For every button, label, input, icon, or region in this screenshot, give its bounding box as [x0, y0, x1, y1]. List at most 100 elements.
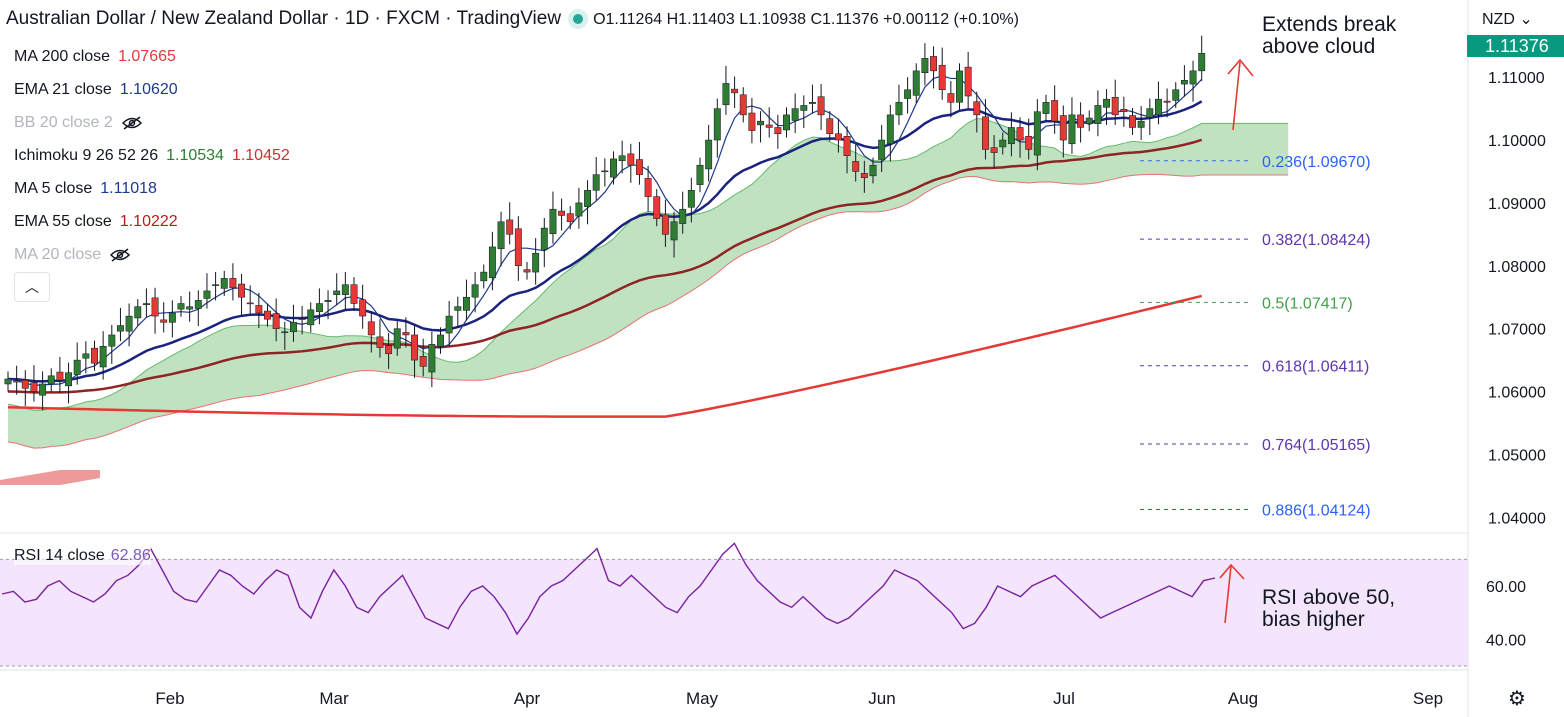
- candle: [4, 371, 12, 392]
- candle: [627, 143, 635, 183]
- last-price-tag: 1.11376: [1467, 35, 1564, 57]
- candle: [705, 124, 713, 182]
- candle-body: [428, 344, 436, 373]
- candle: [1129, 107, 1136, 136]
- candle-body: [731, 88, 739, 94]
- hidden-eye-icon[interactable]: [109, 248, 131, 262]
- candle: [264, 303, 271, 327]
- candle: [333, 273, 341, 305]
- candle: [964, 52, 972, 109]
- candle: [445, 300, 453, 346]
- y-tick-label: 1.07000: [1488, 322, 1546, 339]
- candle: [30, 365, 38, 402]
- candle-body: [1198, 53, 1206, 72]
- candle-body: [653, 196, 661, 219]
- candle: [601, 158, 609, 187]
- candle-body: [834, 133, 842, 141]
- candle-body: [912, 70, 920, 96]
- currency-selector[interactable]: NZD ⌄: [1482, 11, 1533, 28]
- candle-body: [774, 127, 782, 134]
- y-tick-label: 1.04000: [1488, 510, 1546, 527]
- candle-body: [177, 303, 185, 310]
- candle-body: [160, 319, 168, 323]
- legend-ema21[interactable]: EMA 21 close 1.10620: [14, 81, 178, 98]
- candle: [359, 284, 367, 329]
- candle-body: [203, 290, 211, 299]
- legend-ma200[interactable]: MA 200 close 1.07665: [14, 48, 176, 65]
- collapse-legend-button[interactable]: ︿: [14, 272, 50, 302]
- candle-body: [765, 124, 773, 128]
- candle-body: [886, 114, 894, 145]
- candle-body: [454, 306, 462, 311]
- candle: [1137, 106, 1145, 141]
- candle: [229, 263, 237, 301]
- candle-body: [324, 300, 332, 302]
- annotation-arrows: [1219, 58, 1254, 624]
- candle-body: [246, 302, 254, 305]
- candle: [437, 327, 444, 354]
- candle-body: [393, 328, 401, 349]
- candle-body: [13, 380, 21, 383]
- candle-body: [956, 70, 963, 103]
- candle: [982, 99, 989, 160]
- candle: [281, 321, 289, 351]
- candle: [930, 46, 937, 89]
- x-tick-label: Jul: [1053, 689, 1075, 708]
- gear-icon[interactable]: ⚙: [1508, 688, 1526, 710]
- candle: [82, 341, 90, 374]
- candle-body: [1077, 114, 1085, 128]
- candle: [584, 180, 591, 225]
- legend-ema55[interactable]: EMA 55 close 1.10222: [14, 213, 178, 230]
- candle: [1077, 102, 1085, 143]
- candle-body: [661, 214, 669, 235]
- hidden-eye-icon[interactable]: [121, 116, 143, 130]
- x-tick-label: Sep: [1413, 689, 1443, 708]
- candle-body: [21, 379, 29, 389]
- y-tick-label: 1.05000: [1488, 447, 1546, 464]
- candle-body: [938, 64, 946, 90]
- candle-body: [341, 284, 349, 295]
- candle-body: [1146, 108, 1154, 118]
- y-tick-label: 1.11000: [1488, 70, 1545, 87]
- legend-ichimoku[interactable]: Ichimoku 9 26 52 26 1.10534 1.10452: [14, 147, 290, 164]
- candle: [791, 93, 799, 134]
- candle: [506, 202, 514, 245]
- candle-body: [65, 372, 72, 387]
- legend-ma20[interactable]: MA 20 close: [14, 244, 290, 277]
- up-arrow-bottom: [1224, 565, 1232, 624]
- ichimoku-cloud: [0, 118, 1289, 485]
- candle: [1103, 89, 1110, 125]
- candle-body: [4, 378, 12, 385]
- candle-body: [1103, 98, 1110, 108]
- rsi-legend[interactable]: RSI 14 close 62.86: [14, 547, 151, 565]
- candle: [1146, 98, 1154, 136]
- candle: [687, 177, 695, 223]
- candle-body: [376, 336, 384, 348]
- candle-body: [514, 228, 522, 267]
- candle-body: [445, 315, 453, 334]
- candle-body: [860, 173, 868, 179]
- fib-label: 0.236(1.09670): [1262, 154, 1371, 171]
- candle: [774, 114, 782, 149]
- moving-averages: [7, 75, 1203, 418]
- candle-body: [592, 174, 600, 191]
- candle: [895, 84, 903, 125]
- legend-bb20[interactable]: BB 20 close 2: [14, 112, 290, 145]
- candle-body: [194, 300, 202, 309]
- candle: [168, 300, 176, 338]
- candle-body: [817, 96, 825, 116]
- legend-ma5[interactable]: MA 5 close 1.11018: [14, 180, 157, 197]
- candle: [480, 264, 488, 289]
- candle-body: [117, 325, 124, 332]
- candle: [56, 356, 64, 393]
- candle-body: [618, 155, 626, 162]
- fibonacci-levels: 0.236(1.09670) 0.382(1.08424) 0.5(1.07417)…: [1140, 154, 1371, 519]
- candle-body: [30, 382, 38, 392]
- candle: [1085, 110, 1093, 132]
- candle-body: [705, 139, 713, 170]
- candle: [1068, 97, 1076, 154]
- candle-body: [1068, 114, 1076, 145]
- candle-body: [471, 284, 479, 298]
- candle: [878, 124, 886, 173]
